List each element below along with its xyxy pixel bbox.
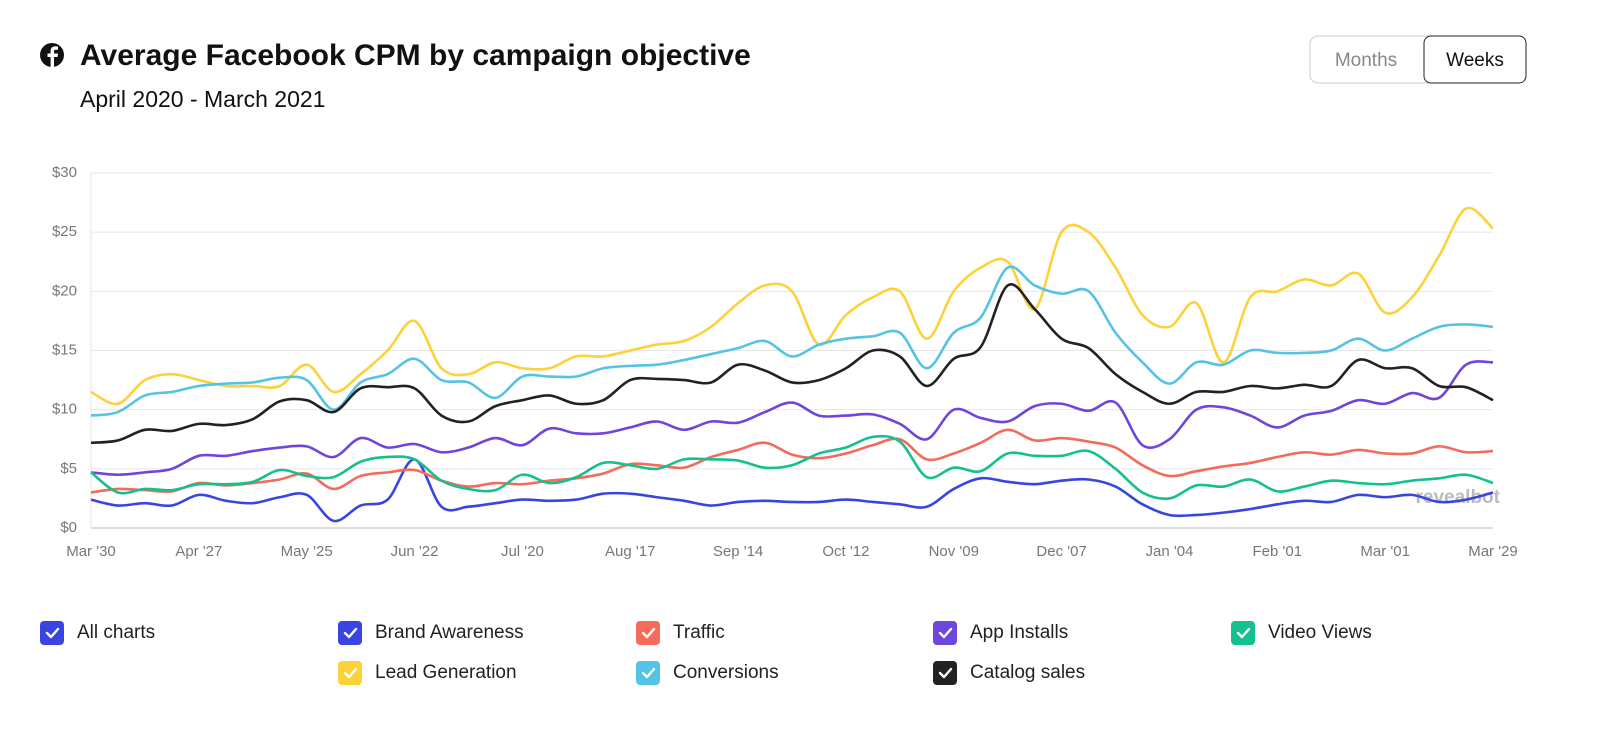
legend-check (938, 667, 953, 679)
series-line (90, 360, 1494, 477)
y-tick-label: $0 (60, 519, 77, 536)
series-line (90, 206, 1494, 406)
legend-checkbox (933, 661, 957, 685)
legend-label: Traffic (673, 622, 725, 643)
legend-checkbox (636, 621, 660, 645)
facebook-icon (40, 43, 64, 67)
series-line (90, 434, 1494, 501)
y-tick-label: $10 (52, 401, 77, 418)
x-tick-label: Mar '30 (66, 543, 116, 560)
chart-subtitle: April 2020 - March 2021 (80, 86, 325, 112)
legend-label: Conversions (673, 662, 779, 683)
toggle-weeks[interactable]: Weeks (1446, 50, 1504, 71)
toggle[interactable]: Months Weeks (1309, 35, 1527, 84)
x-tick-label: Aug '17 (605, 543, 655, 560)
legend-checkbox (1231, 621, 1255, 645)
legend-checkbox (636, 661, 660, 685)
chart-title: Average Facebook CPM by campaign objecti… (80, 39, 751, 72)
y-tick-label: $5 (60, 460, 77, 477)
x-tick-label: Nov '09 (929, 543, 979, 560)
x-tick-label: Apr '27 (175, 543, 222, 560)
x-tick-label: Dec '07 (1036, 543, 1086, 560)
watermark: revealbot (1416, 487, 1501, 508)
toggle-months[interactable]: Months (1335, 50, 1397, 71)
x-tick-label: Oct '12 (822, 543, 869, 560)
legend-checkbox (338, 661, 362, 685)
legend-label: Video Views (1268, 622, 1372, 643)
legend-checkbox (40, 621, 64, 645)
x-tick-label: Jun '22 (391, 543, 439, 560)
x-tick-label: Sep '14 (713, 543, 763, 560)
toggle-active (1423, 35, 1527, 84)
y-tick-label: $30 (52, 164, 77, 181)
legend-checkbox (933, 621, 957, 645)
legend-check (1236, 627, 1251, 639)
legend-checkbox (338, 621, 362, 645)
y-tick-label: $15 (52, 341, 77, 358)
legend-check (641, 627, 656, 639)
y-tick-label: $20 (52, 282, 77, 299)
legend-check (938, 627, 953, 639)
legend-check (641, 667, 656, 679)
series-line (90, 428, 1494, 494)
x-tick-label: Jan '04 (1146, 543, 1194, 560)
x-tick-label: Jul '20 (501, 543, 544, 560)
legend-label: App Installs (970, 622, 1068, 643)
legend-check (343, 667, 358, 679)
legend-label: Brand Awareness (375, 622, 524, 643)
x-tick-label: Mar '01 (1360, 543, 1410, 560)
legend-check (343, 627, 358, 639)
x-tick-label: Feb '01 (1253, 543, 1303, 560)
x-tick-label: Mar '29 (1468, 543, 1518, 560)
y-tick-label: $25 (52, 223, 77, 240)
legend-label: All charts (77, 622, 155, 643)
series-line (90, 458, 1494, 523)
legend-check (45, 627, 60, 639)
series-line (90, 283, 1494, 445)
series-line (90, 265, 1494, 417)
legend-label: Catalog sales (970, 662, 1085, 683)
legend-label: Lead Generation (375, 662, 517, 683)
x-tick-label: May '25 (281, 543, 333, 560)
